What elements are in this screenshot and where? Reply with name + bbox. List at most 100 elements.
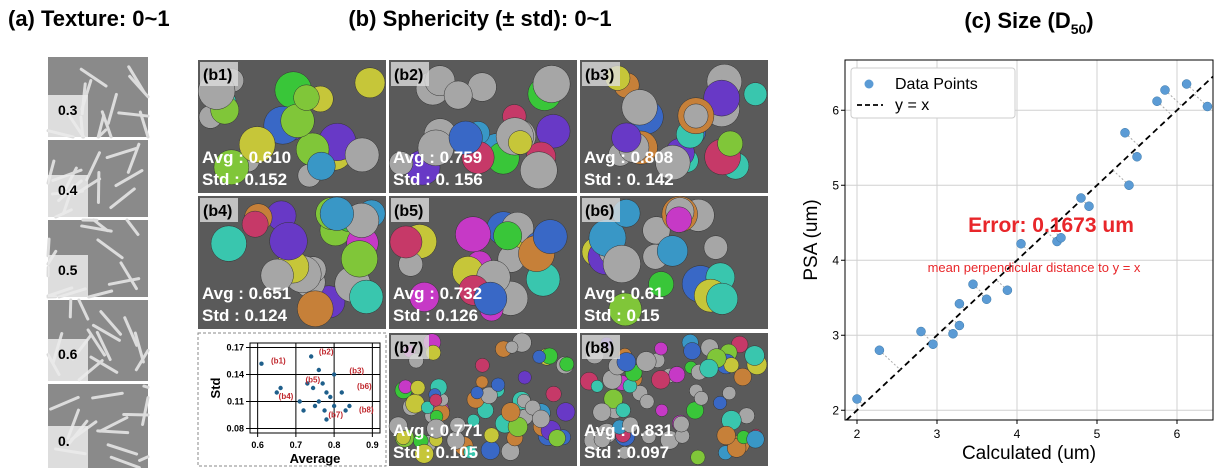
particle xyxy=(341,241,377,277)
data-point xyxy=(332,404,336,408)
panel-a-title: (a) Texture: 0~1 xyxy=(8,6,170,32)
tile-label: (b1) xyxy=(203,67,232,84)
particle xyxy=(406,394,425,413)
particle xyxy=(666,207,692,233)
particle xyxy=(636,352,656,372)
y-tick-label: 5 xyxy=(832,178,839,192)
particle xyxy=(533,220,567,254)
data-point xyxy=(853,395,862,404)
particle xyxy=(744,83,767,106)
x-tick-label: 0.9 xyxy=(366,440,379,450)
data-point xyxy=(324,390,328,394)
particle xyxy=(616,403,631,418)
data-point xyxy=(1182,80,1191,89)
particle xyxy=(718,131,743,156)
legend-marker xyxy=(865,80,874,89)
tile-avg: Avg : 0.771 xyxy=(393,421,482,440)
x-tick-label: 6 xyxy=(1174,427,1181,441)
x-tick-label: 2 xyxy=(854,427,861,441)
data-point xyxy=(328,395,332,399)
x-tick-label: 5 xyxy=(1094,427,1101,441)
tile-avg: Avg : 0.732 xyxy=(393,284,482,303)
data-point xyxy=(1017,239,1026,248)
error-note: mean perpendicular distance to y = x xyxy=(928,260,1141,275)
particle xyxy=(684,342,701,359)
y-axis-label: Std xyxy=(208,377,223,398)
x-tick-label: 3 xyxy=(934,427,941,441)
particle xyxy=(484,428,499,443)
particle xyxy=(657,236,688,267)
title-part: 50 xyxy=(1071,21,1087,37)
tile-avg: Avg : 0.61 xyxy=(584,284,664,303)
data-point xyxy=(343,408,347,412)
reference-line xyxy=(847,77,1213,421)
texture-streak xyxy=(48,239,49,256)
particle xyxy=(533,65,570,102)
x-axis-label: Average xyxy=(290,451,341,466)
particle xyxy=(444,81,472,109)
data-point xyxy=(320,381,324,385)
data-point xyxy=(332,372,336,376)
particle xyxy=(745,346,765,366)
particle xyxy=(717,426,736,445)
particle xyxy=(704,236,728,260)
particle xyxy=(560,357,574,371)
point-label: (b6) xyxy=(357,382,372,391)
tile-avg: Avg : 0.610 xyxy=(202,148,291,167)
point-label: (b4) xyxy=(279,392,294,401)
data-point xyxy=(1003,286,1012,295)
data-point xyxy=(955,321,964,330)
texture-label: 0.4 xyxy=(58,182,78,198)
particle xyxy=(593,403,611,421)
particle xyxy=(508,131,532,155)
legend-label: y = x xyxy=(895,97,929,114)
texture-label: 0.6 xyxy=(58,346,78,362)
x-axis-label: Calculated (um) xyxy=(962,443,1096,464)
x-tick-label: 0.7 xyxy=(290,440,303,450)
particle xyxy=(700,359,718,377)
y-axis-label: PSA (um) xyxy=(801,199,822,280)
particle xyxy=(557,403,575,421)
data-point xyxy=(1121,128,1130,137)
data-point xyxy=(917,327,926,336)
texture-streak xyxy=(144,386,148,387)
particle xyxy=(506,341,518,353)
data-point xyxy=(929,340,938,349)
y-tick-label: 0.11 xyxy=(227,397,244,407)
y-tick-label: 3 xyxy=(832,328,839,342)
tile-std: Std : 0.124 xyxy=(202,306,288,325)
texture-label: 0. xyxy=(58,433,70,449)
particle xyxy=(355,68,385,98)
data-point xyxy=(1077,194,1086,203)
particle xyxy=(591,380,603,392)
particle xyxy=(532,410,550,428)
particle xyxy=(734,368,752,386)
texture-label: 0.5 xyxy=(58,262,78,278)
particle xyxy=(297,291,333,327)
chart-title: (c) Size (D50) xyxy=(964,8,1093,37)
particle xyxy=(481,441,500,460)
tile-std: Std : 0.152 xyxy=(202,170,287,189)
tile-label: (b3) xyxy=(585,67,614,84)
particle xyxy=(294,85,320,111)
tile-label: (b4) xyxy=(203,203,232,220)
particle xyxy=(491,378,505,392)
data-point xyxy=(969,280,978,289)
particle xyxy=(242,211,268,237)
x-tick-label: 0.8 xyxy=(328,440,341,450)
figure: 0.30.40.50.60.(b1)Avg : 0.610Std : 0.152… xyxy=(0,0,1221,468)
particle xyxy=(622,90,658,126)
data-point xyxy=(298,399,302,403)
particle xyxy=(307,152,335,180)
data-point xyxy=(1203,102,1212,111)
data-point xyxy=(982,295,991,304)
tile-label: (b6) xyxy=(585,203,614,220)
data-point xyxy=(955,299,964,308)
particle xyxy=(694,391,708,405)
particle xyxy=(475,358,489,372)
particle xyxy=(399,380,413,394)
data-point xyxy=(347,404,351,408)
tile-label: (b7) xyxy=(394,340,423,357)
tile-std: Std : 0.126 xyxy=(393,306,478,325)
data-point xyxy=(1125,181,1134,190)
